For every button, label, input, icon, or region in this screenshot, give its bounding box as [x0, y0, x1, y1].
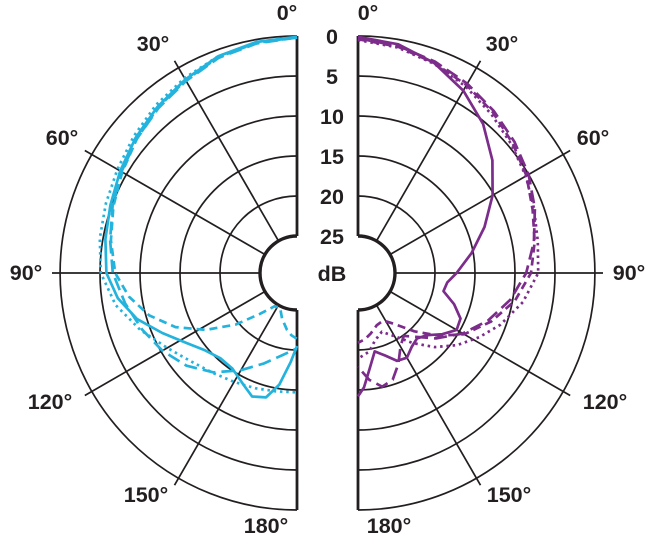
- db-label-15: 15: [320, 145, 344, 169]
- db-label-25: 25: [320, 225, 344, 249]
- angle-label-right-90: 90°: [613, 261, 646, 285]
- db-label-5: 5: [326, 65, 338, 89]
- spoke-right-30: [375, 60, 482, 242]
- curve-right-solid: [356, 35, 494, 398]
- spoke-right-60: [389, 149, 571, 256]
- db-unit-label: dB: [318, 262, 347, 286]
- spoke-left-150: [173, 304, 280, 486]
- curve-right-short-dash: [357, 37, 537, 345]
- curve-right-dotted: [357, 38, 540, 360]
- angle-label-right-0: 0°: [358, 1, 379, 25]
- angle-label-right-60: 60°: [577, 126, 610, 150]
- grid-ring-right-25db: [357, 234, 397, 312]
- angle-label-left-0: 0°: [277, 1, 298, 25]
- curve-left-dotted: [98, 36, 298, 394]
- db-label-20: 20: [320, 185, 344, 209]
- angle-label-right-180: 180°: [367, 514, 411, 538]
- spoke-left-30: [173, 60, 280, 242]
- angle-label-left-60: 60°: [46, 126, 79, 150]
- spoke-left-60: [84, 149, 266, 256]
- angle-label-left-150: 150°: [124, 483, 168, 507]
- angle-label-right-30: 30°: [486, 32, 519, 56]
- angle-label-left-30: 30°: [137, 32, 170, 56]
- spoke-left-120: [84, 290, 266, 397]
- spoke-right-120: [389, 290, 571, 397]
- grid-ring-left-25db: [258, 234, 298, 312]
- db-label-10: 10: [320, 105, 344, 129]
- angle-label-left-120: 120°: [28, 390, 72, 414]
- angle-label-right-150: 150°: [487, 483, 531, 507]
- curve-right-long-dash: [356, 37, 537, 389]
- db-label-0: 0: [326, 25, 338, 49]
- angle-label-left-90: 90°: [10, 261, 43, 285]
- angle-label-left-180: 180°: [244, 514, 288, 538]
- angle-label-right-120: 120°: [583, 390, 627, 414]
- curve-left-short-dash: [109, 35, 298, 340]
